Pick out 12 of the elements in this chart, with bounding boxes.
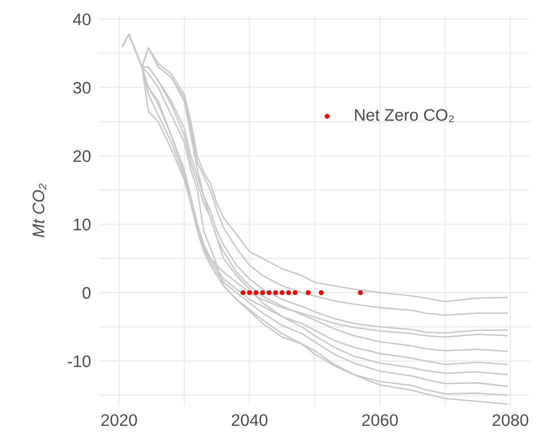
x-tick-label: 2040 (232, 414, 268, 426)
y-tick-label: 20 (74, 150, 91, 162)
legend-label: Net Zero CO₂ (355, 109, 454, 122)
y-tick-label: 30 (73, 82, 91, 94)
x-tick-label: 2020 (101, 414, 137, 426)
x-tick-label: 2060 (362, 414, 398, 426)
y-axis-title: Mt CO₂ (32, 183, 46, 238)
x-tick-label: 2080 (492, 414, 528, 426)
y-tick-label: 0 (82, 287, 91, 299)
y-tick-label: 10 (74, 218, 91, 230)
y-tick-label: -10 (68, 355, 91, 368)
y-tick-label: 40 (73, 14, 91, 26)
